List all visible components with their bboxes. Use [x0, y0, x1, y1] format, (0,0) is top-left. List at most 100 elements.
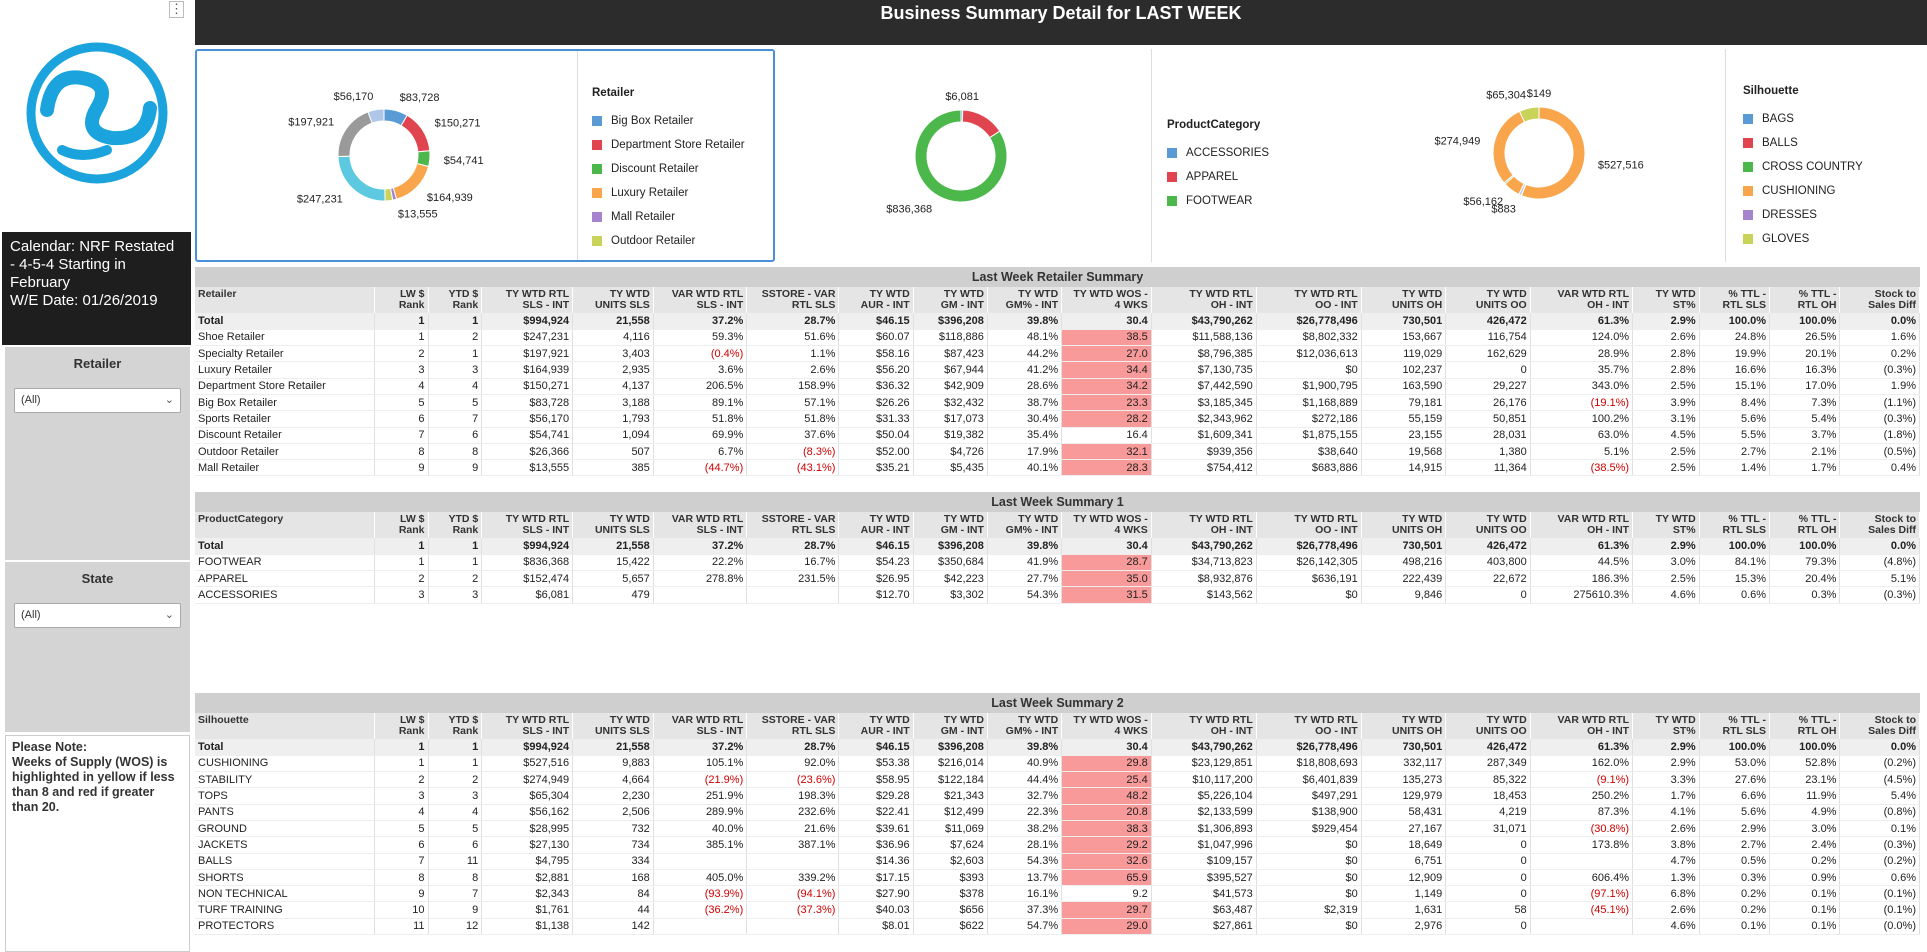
table-row[interactable]: Department Store Retailer 4 4 $150,271 4,137… [195, 378, 1920, 395]
table-row[interactable]: CUSHIONING 1 1 $527,516 9,883 105.1% 92.0% $53.… [195, 755, 1920, 773]
table-row[interactable]: Shoe Retailer 1 2 $247,231 4,116 59.3% 51.6% $6… [195, 329, 1920, 347]
more-options-icon[interactable]: ⋮ [169, 1, 184, 18]
column-header[interactable]: LW $ Rank [374, 512, 429, 538]
column-header[interactable]: TY WTD GM% - INT [987, 512, 1063, 538]
legend-item[interactable]: Outdoor Retailer [592, 229, 745, 253]
column-header[interactable]: TY WTD WOS - 4 WKS [1061, 713, 1152, 739]
table-row[interactable]: FOOTWEAR 1 1 $836,368 15,422 22.2% 16.7% $54.23… [195, 554, 1920, 572]
donut-slice[interactable] [400, 114, 431, 153]
table-row[interactable]: NON TECHNICAL 9 7 $2,343 84 (93.9%) (94.1%) $27… [195, 885, 1920, 903]
column-header[interactable]: TY WTD GM - INT [913, 713, 988, 739]
donut-slice[interactable] [1518, 106, 1540, 123]
legend-item[interactable]: Mall Retailer [592, 205, 745, 229]
column-header[interactable]: VAR WTD RTL SLS - INT [653, 713, 748, 739]
column-header[interactable]: VAR WTD RTL SLS - INT [653, 287, 748, 313]
column-header[interactable]: TY WTD UNITS SLS [572, 287, 654, 313]
column-header[interactable]: VAR WTD RTL OH - INT [1530, 713, 1634, 739]
legend-item[interactable]: Department Store Retailer [592, 133, 745, 157]
table-row[interactable]: GROUND 5 5 $28,995 732 40.0% 21.6% $39.61 $11,06… [195, 820, 1920, 838]
column-header[interactable]: TY WTD UNITS OH [1361, 287, 1447, 313]
legend-item[interactable]: CROSS COUNTRY [1743, 155, 1863, 179]
column-header[interactable]: Retailer [195, 287, 375, 313]
column-header[interactable]: TY WTD GM - INT [913, 287, 988, 313]
column-header[interactable]: % TTL - RTL OH [1769, 713, 1841, 739]
legend-item[interactable]: FOOTWEAR [1167, 189, 1269, 213]
column-header[interactable]: % TTL - RTL OH [1769, 512, 1841, 538]
column-header[interactable]: TY WTD RTL SLS - INT [481, 713, 574, 739]
state-select[interactable]: (All) ⌄ [14, 603, 181, 628]
column-header[interactable]: TY WTD RTL OO - INT [1256, 512, 1362, 538]
column-header[interactable]: TY WTD GM% - INT [987, 287, 1063, 313]
table-row[interactable]: STABILITY 2 2 $274,949 4,664 (21.9%) (23.6%) $5… [195, 771, 1920, 789]
column-header[interactable]: TY WTD RTL OH - INT [1151, 512, 1257, 538]
column-header[interactable]: SSTORE - VAR RTL SLS [746, 287, 840, 313]
table-row[interactable]: Mall Retailer 9 9 $13,555 385 (44.7%) (43.1%) $… [195, 459, 1920, 477]
column-header[interactable]: Stock to Sales Diff [1839, 287, 1920, 313]
donut-slice[interactable] [337, 155, 386, 202]
column-header[interactable]: TY WTD UNITS OO [1445, 287, 1531, 313]
legend-item[interactable]: Big Box Retailer [592, 109, 745, 133]
total-row[interactable]: Total 1 1 $994,924 21,558 37.2% 28.7% $46.15 $39… [195, 538, 1920, 555]
table-row[interactable]: Specialty Retailer 2 1 $197,921 3,403 (0.4%) 1… [195, 345, 1920, 363]
legend-item[interactable]: BALLS [1743, 131, 1863, 155]
category-donut-panel[interactable]: $6,081 $836,368 ProductCategory ACCESSORIE… [779, 49, 1349, 262]
donut-slice[interactable] [914, 109, 1008, 203]
column-header[interactable]: TY WTD RTL SLS - INT [481, 287, 574, 313]
legend-item[interactable]: APPAREL [1167, 165, 1269, 189]
column-header[interactable]: SSTORE - VAR RTL SLS [746, 713, 840, 739]
column-header[interactable]: ProductCategory [195, 512, 375, 538]
legend-item[interactable]: GLOVES [1743, 227, 1863, 251]
column-header[interactable]: YTD $ Rank [428, 512, 483, 538]
column-header[interactable]: TY WTD RTL OH - INT [1151, 287, 1257, 313]
donut-slice[interactable] [961, 109, 1001, 139]
column-header[interactable]: YTD $ Rank [428, 287, 483, 313]
legend-item[interactable]: Luxury Retailer [592, 181, 745, 205]
column-header[interactable]: TY WTD UNITS OH [1361, 713, 1447, 739]
donut-slice[interactable] [1520, 106, 1586, 200]
column-header[interactable]: TY WTD ST% [1632, 287, 1700, 313]
legend-item[interactable]: Discount Retailer [592, 157, 745, 181]
total-row[interactable]: Total 1 1 $994,924 21,558 37.2% 28.7% $46.15 $39… [195, 739, 1920, 756]
column-header[interactable]: SSTORE - VAR RTL SLS [746, 512, 840, 538]
table-row[interactable]: APPAREL 2 2 $152,474 5,657 278.8% 231.5% $26.95… [195, 570, 1920, 588]
column-header[interactable]: VAR WTD RTL OH - INT [1530, 287, 1634, 313]
table-row[interactable]: BALLS 7 11 $4,795 334 $14.36 $2,603 54.3% 32.6 $1… [195, 853, 1920, 870]
table-row[interactable]: PANTS 4 4 $56,162 2,506 289.9% 232.6% $22.41 $12… [195, 804, 1920, 821]
total-row[interactable]: Total 1 1 $994,924 21,558 37.2% 28.7% $46.15 $39… [195, 313, 1920, 330]
column-header[interactable]: YTD $ Rank [428, 713, 483, 739]
column-header[interactable]: TY WTD UNITS OO [1445, 512, 1531, 538]
table-row[interactable]: Luxury Retailer 3 3 $164,939 2,935 3.6% 2.6% $5… [195, 361, 1920, 379]
legend-item[interactable]: CUSHIONING [1743, 179, 1863, 203]
column-header[interactable]: % TTL - RTL OH [1769, 287, 1841, 313]
column-header[interactable]: % TTL - RTL SLS [1699, 512, 1771, 538]
retailer-donut-panel[interactable]: $83,728 $150,271 $54,741 $164,939 $13,555 $24… [195, 49, 775, 262]
column-header[interactable]: % TTL - RTL SLS [1699, 713, 1771, 739]
column-header[interactable]: % TTL - RTL SLS [1699, 287, 1771, 313]
column-header[interactable]: Silhouette [195, 713, 375, 739]
retailer-select[interactable]: (All) ⌄ [14, 388, 181, 413]
silhouette-donut-panel[interactable]: $149 $527,516 $883 $56,162 $274,949 $65,304 S… [1353, 49, 1927, 262]
column-header[interactable]: TY WTD UNITS OH [1361, 512, 1447, 538]
column-header[interactable]: TY WTD RTL OO - INT [1256, 287, 1362, 313]
column-header[interactable]: TY WTD WOS - 4 WKS [1061, 287, 1152, 313]
donut-slice[interactable] [392, 162, 430, 200]
column-header[interactable]: TY WTD AUR - INT [838, 287, 914, 313]
table-row[interactable]: ACCESSORIES 3 3 $6,081 479 $12.70 $3,302 54.3% 3… [195, 586, 1920, 604]
table-row[interactable]: SHORTS 8 8 $2,881 168 405.0% 339.2% $17.15 $393 1… [195, 869, 1920, 887]
legend-item[interactable]: ACCESSORIES [1167, 141, 1269, 165]
donut-slice[interactable] [1492, 110, 1526, 184]
column-header[interactable]: TY WTD UNITS SLS [572, 512, 654, 538]
table-row[interactable]: TURF TRAINING 10 9 $1,761 44 (36.2%) (37.3%) $4… [195, 901, 1920, 919]
column-header[interactable]: TY WTD UNITS OO [1445, 713, 1531, 739]
column-header[interactable]: TY WTD GM - INT [913, 512, 988, 538]
table-row[interactable]: Sports Retailer 6 7 $56,170 1,793 51.8% 51.8% $… [195, 410, 1920, 428]
column-header[interactable]: TY WTD RTL OO - INT [1256, 713, 1362, 739]
legend-item[interactable]: DRESSES [1743, 203, 1863, 227]
legend-item[interactable]: BAGS [1743, 107, 1863, 131]
table-row[interactable]: Big Box Retailer 5 5 $83,728 3,188 89.1% 57.1%… [195, 394, 1920, 412]
column-header[interactable]: LW $ Rank [374, 287, 429, 313]
column-header[interactable]: TY WTD RTL SLS - INT [481, 512, 574, 538]
column-header[interactable]: TY WTD UNITS SLS [572, 713, 654, 739]
column-header[interactable]: TY WTD GM% - INT [987, 713, 1063, 739]
table-row[interactable]: JACKETS 6 6 $27,130 734 385.1% 387.1% $36.96 $7,… [195, 836, 1920, 854]
